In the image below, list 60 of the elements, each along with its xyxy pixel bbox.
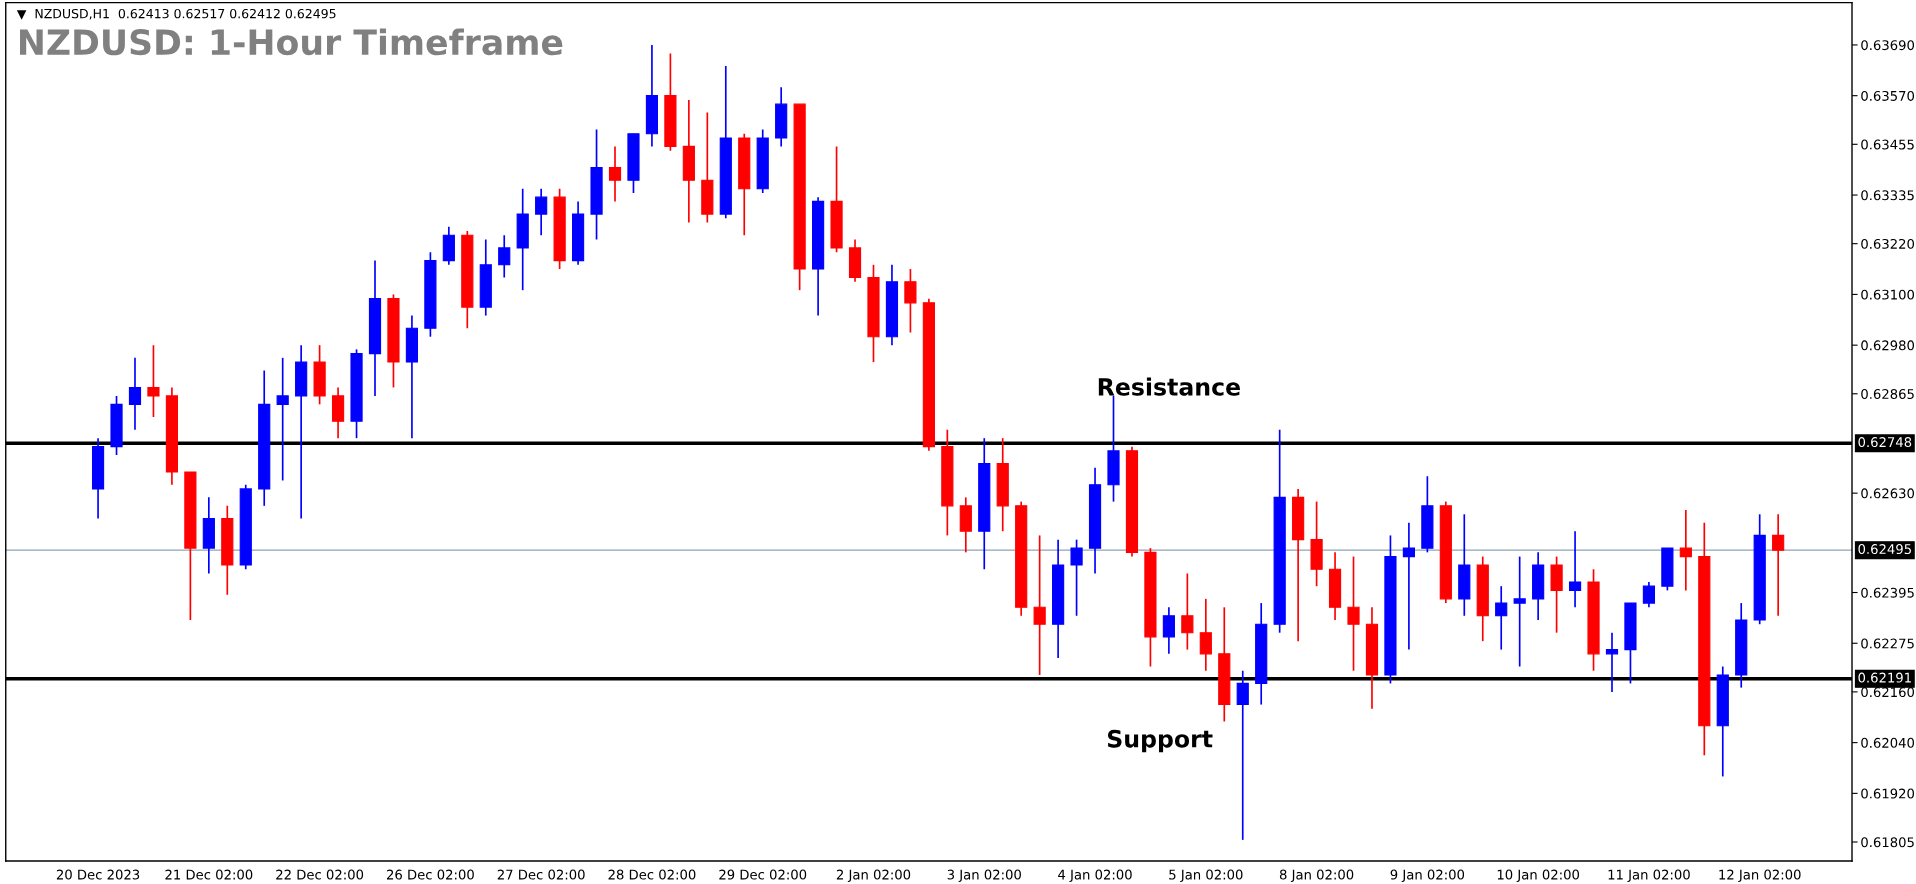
- x-tick-label: 20 Dec 2023: [56, 869, 140, 880]
- annotation: Support: [1107, 729, 1213, 753]
- y-tick-label: 0.63100: [1861, 289, 1915, 300]
- y-tick-label: 0.63455: [1861, 139, 1914, 150]
- y-tick-label: 0.63335: [1861, 190, 1914, 201]
- candlestick: [1033, 534, 1046, 676]
- candlestick: [1402, 521, 1415, 651]
- candlestick: [1070, 538, 1083, 617]
- y-tick-label: 0.61805: [1861, 837, 1914, 848]
- x-tick-label: 22 Dec 02:00: [276, 869, 364, 880]
- candlestick: [1772, 513, 1785, 617]
- candlestick: [147, 344, 160, 418]
- y-tick-label: 0.62980: [1861, 340, 1915, 351]
- candlestick: [1679, 509, 1692, 592]
- y-tick-label: 0.62630: [1861, 488, 1915, 499]
- x-tick-label: 27 Dec 02:00: [497, 869, 585, 880]
- x-tick-label: 3 Jan 02:00: [947, 869, 1021, 883]
- candlestick: [1513, 555, 1526, 668]
- y-tick-label: 0.63690: [1861, 40, 1915, 51]
- y-tick-label: 0.62275: [1861, 638, 1914, 649]
- candlestick: [1642, 581, 1656, 609]
- y-tick-label: 0.63220: [1861, 238, 1915, 249]
- x-tick-label: 2 Jan 02:00: [836, 869, 911, 883]
- x-tick-label: 21 Dec 02:00: [165, 869, 253, 880]
- candlestick: [904, 268, 917, 334]
- x-tick-label: 10 Jan 02:00: [1497, 869, 1580, 883]
- candlestick: [1605, 631, 1619, 693]
- text: NZDUSD: 1-Hour Timeframe: [20, 28, 563, 56]
- candlestick: [1162, 606, 1175, 655]
- y-tick-label: 0.62395: [1861, 587, 1914, 598]
- x-tick-label: 5 Jan 02:00: [1169, 869, 1243, 883]
- candlestick: [535, 187, 548, 237]
- candlestick: [498, 234, 511, 279]
- x-tick-label: 11 Jan 02:00: [1608, 869, 1690, 883]
- y-tick-label: 0.63570: [1861, 90, 1915, 101]
- y-tick-label: 0.62040: [1861, 737, 1915, 748]
- candlestick: [1236, 669, 1249, 841]
- y-tick-label: 0.61920: [1861, 788, 1915, 799]
- x-tick-label: 9 Jan 02:00: [1390, 869, 1465, 883]
- candlestick: [276, 357, 289, 482]
- annotation: Resistance: [1098, 377, 1240, 396]
- candlestick: [1199, 598, 1212, 672]
- candlestick: [608, 145, 622, 203]
- chart-subtitle: ▼ NZDUSD,H1 0.62413 0.62517 0.62412 0.62495: [16, 8, 336, 20]
- x-tick-label: 8 Jan 02:00: [1279, 869, 1354, 883]
- ref-line-label: 0.62495: [1858, 544, 1911, 555]
- candlestick: [1495, 585, 1508, 651]
- x-tick-label: 26 Dec 02:00: [386, 869, 474, 880]
- x-tick-label: 29 Dec 02:00: [719, 869, 807, 880]
- x-tick-label: 28 Dec 02:00: [608, 869, 696, 880]
- ref-line-label: 0.62191: [1858, 672, 1911, 683]
- candlestick: [1181, 572, 1194, 651]
- x-tick-label: 4 Jan 02:00: [1058, 869, 1132, 883]
- y-tick-label: 0.62160: [1861, 687, 1915, 698]
- candlestick: [128, 357, 142, 431]
- x-tick-label: 12 Jan 02:00: [1719, 869, 1801, 883]
- ref-line-label: 0.62748: [1858, 437, 1912, 448]
- candlestick: [1347, 555, 1360, 672]
- candlestick: [1568, 530, 1582, 609]
- y-tick-label: 0.62865: [1861, 389, 1914, 399]
